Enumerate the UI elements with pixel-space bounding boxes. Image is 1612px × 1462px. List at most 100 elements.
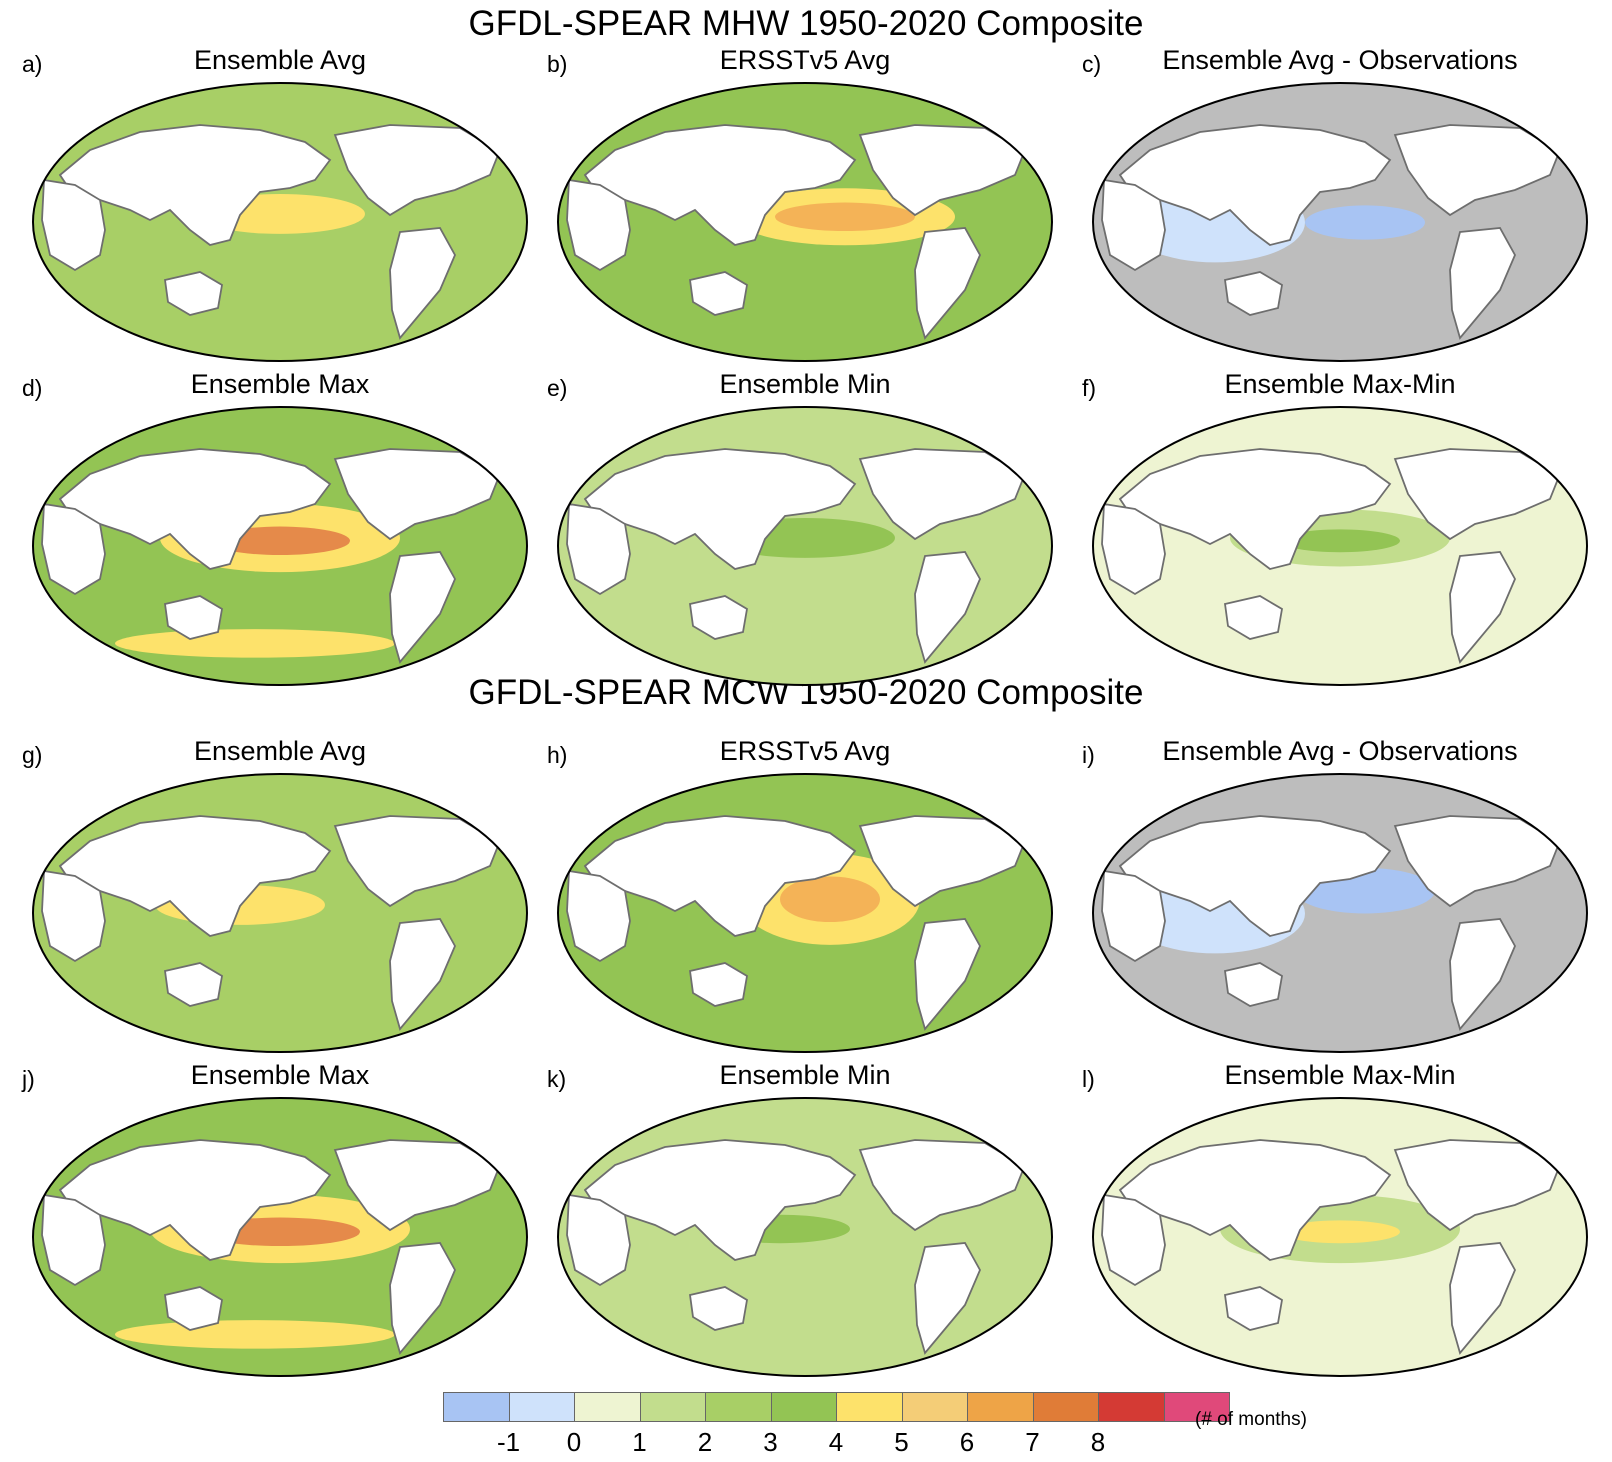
anomaly-region — [775, 202, 915, 232]
colorbar-box — [967, 1392, 1034, 1422]
landmass — [566, 502, 631, 596]
map-border — [557, 406, 1053, 686]
colorbar-box — [508, 1392, 575, 1422]
landmass — [566, 178, 631, 272]
landmass — [1101, 178, 1166, 272]
landmass — [914, 227, 982, 340]
panel-title: Ensemble Avg — [193, 736, 367, 766]
landmass — [1449, 227, 1517, 340]
map-border — [1092, 1097, 1588, 1377]
world-map — [557, 406, 1053, 686]
panel-title: Ensemble Min — [719, 369, 891, 399]
landmass — [1449, 551, 1517, 664]
panel-letter: h) — [547, 742, 568, 768]
landmass — [858, 1139, 1027, 1232]
map-panel: a) Ensemble Avg — [22, 44, 530, 362]
landmass — [41, 178, 106, 272]
map-border — [1092, 406, 1588, 686]
map-border — [1092, 773, 1588, 1053]
landmass — [163, 595, 223, 640]
map-panel: l) Ensemble Max-Min — [1082, 1059, 1590, 1377]
landmass — [333, 124, 502, 217]
map-border — [32, 406, 528, 686]
colorbar-tick-label: 3 — [763, 1427, 778, 1457]
colorbar-box — [639, 1392, 706, 1422]
panel-letter: a) — [22, 51, 43, 77]
landmass — [1118, 1139, 1392, 1261]
landmass — [163, 962, 223, 1007]
landmass — [583, 124, 857, 246]
map-border — [557, 773, 1053, 1053]
map-border — [32, 1097, 528, 1377]
landmass — [583, 448, 857, 570]
panel-title: Ensemble Avg - Observations — [1162, 736, 1518, 766]
map-panel: h) ERSSTv5 Avg — [547, 735, 1055, 1053]
colorbar-legend: -1 0 1 2 3 4 5 6 7 8 (# of months) — [443, 1392, 1307, 1462]
landmass — [1118, 448, 1392, 570]
map-panel: j) Ensemble Max — [22, 1059, 530, 1377]
map-panel: d) Ensemble Max — [22, 368, 530, 686]
world-map — [32, 406, 528, 686]
anomaly-region — [1280, 1220, 1400, 1244]
world-map — [32, 1097, 528, 1377]
landmass — [41, 502, 106, 596]
panel-letter: g) — [22, 742, 43, 768]
map-panel: c) Ensemble Avg - Observations — [1082, 44, 1590, 362]
colorbar-box — [574, 1392, 641, 1422]
world-map — [557, 82, 1053, 362]
colorbar-box — [443, 1392, 510, 1422]
world-map — [1092, 1097, 1588, 1377]
panel-letter: j) — [22, 1066, 35, 1092]
colorbar-tick-label: 6 — [959, 1427, 975, 1457]
landmass — [914, 551, 982, 664]
panel-title: Ensemble Avg - Observations — [1162, 45, 1518, 75]
map-panel: e) Ensemble Min — [547, 368, 1055, 686]
landmass — [58, 815, 332, 937]
colorbar-box — [1163, 1392, 1230, 1422]
landmass — [688, 271, 748, 316]
landmass — [389, 551, 457, 664]
landmass — [914, 918, 982, 1031]
landmass — [1223, 1286, 1283, 1331]
panel-letter: b) — [547, 51, 568, 77]
landmass — [583, 815, 857, 937]
landmass — [914, 1242, 982, 1355]
landmass — [1118, 815, 1392, 937]
colorbar-unit: (# of months) — [1195, 1409, 1307, 1430]
world-map — [1092, 773, 1588, 1053]
map-panel: b) ERSSTv5 Avg — [547, 44, 1055, 362]
landmass — [333, 448, 502, 541]
map-border — [1092, 82, 1588, 362]
panel-letter: c) — [1082, 51, 1102, 77]
landmass — [163, 1286, 223, 1331]
colorbar-box — [1098, 1392, 1165, 1422]
landmass — [58, 124, 332, 246]
panel-title: Ensemble Min — [719, 1060, 891, 1090]
colorbar-tick-label: 5 — [894, 1427, 909, 1457]
map-border — [557, 1097, 1053, 1377]
landmass — [58, 448, 332, 570]
colorbar-box — [705, 1392, 772, 1422]
world-map — [32, 773, 528, 1053]
panel-letter: i) — [1082, 742, 1095, 768]
landmass — [163, 271, 223, 316]
colorbar-box — [836, 1392, 903, 1422]
anomaly-region — [1305, 205, 1425, 240]
world-map — [557, 773, 1053, 1053]
landmass — [389, 1242, 457, 1355]
map-border — [32, 773, 528, 1053]
panel-letter: l) — [1082, 1066, 1095, 1092]
panel-title: ERSSTv5 Avg — [719, 45, 891, 75]
colorbar-box — [770, 1392, 837, 1422]
map-panel: f) Ensemble Max-Min — [1082, 368, 1590, 686]
colorbar-tick-label: 8 — [1090, 1427, 1106, 1457]
landmass — [41, 869, 106, 963]
colorbar-tick-label: -1 — [496, 1427, 521, 1457]
anomaly-region — [1280, 529, 1400, 553]
colorbar-tick-label: 1 — [632, 1427, 647, 1457]
anomaly-region — [780, 876, 880, 923]
landmass — [1101, 869, 1166, 963]
landmass — [566, 869, 631, 963]
panel-letter: k) — [547, 1066, 567, 1092]
anomaly-region — [115, 629, 395, 658]
